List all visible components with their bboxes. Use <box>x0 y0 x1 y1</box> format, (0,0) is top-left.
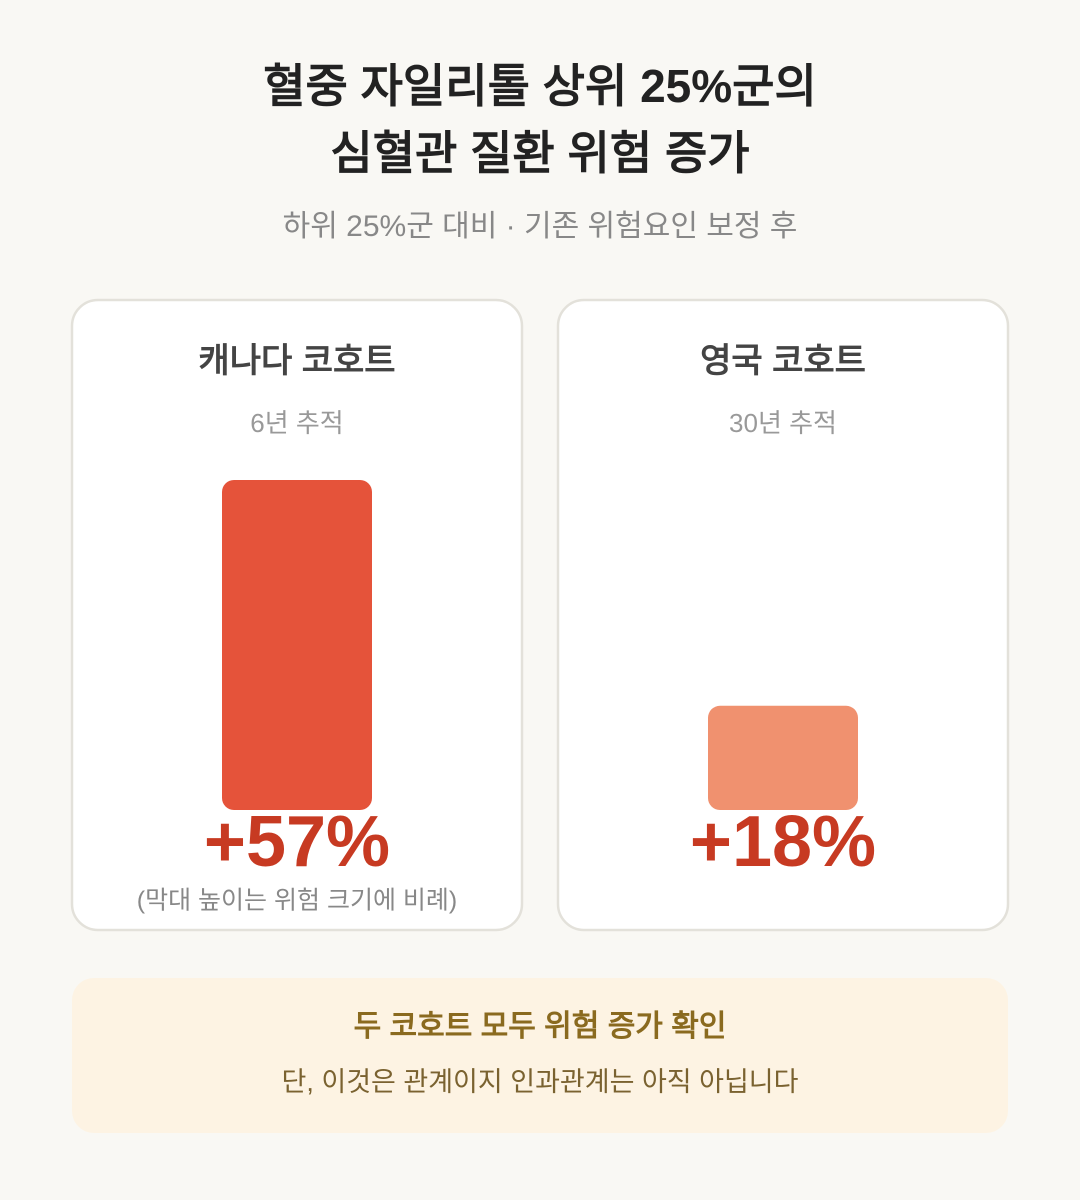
card-title: 캐나다 코호트 <box>198 342 395 380</box>
callout-box <box>72 978 1008 1133</box>
card-subtitle: 30년 추적 <box>729 408 837 438</box>
value-label: +57% <box>204 802 390 882</box>
bar-note: (막대 높이는 위험 크기에 비례) <box>137 887 457 915</box>
callout-title: 두 코호트 모두 위험 증가 확인 <box>354 1010 727 1043</box>
card-title: 영국 코호트 <box>700 342 866 380</box>
callout-text: 단, 이것은 관계이지 인과관계는 아직 아닙니다 <box>282 1067 799 1097</box>
card-subtitle: 6년 추적 <box>250 408 343 438</box>
title-line: 혈중 자일리톨 상위 25%군의 <box>263 60 817 112</box>
card <box>556 298 1010 932</box>
bar <box>222 480 372 810</box>
title-line: 심혈관 질환 위험 증가 <box>330 127 749 179</box>
subtitle: 하위 25%군 대비 · 기존 위험요인 보정 후 <box>283 210 798 243</box>
value-label: +18% <box>690 802 876 882</box>
bar <box>708 705 858 810</box>
